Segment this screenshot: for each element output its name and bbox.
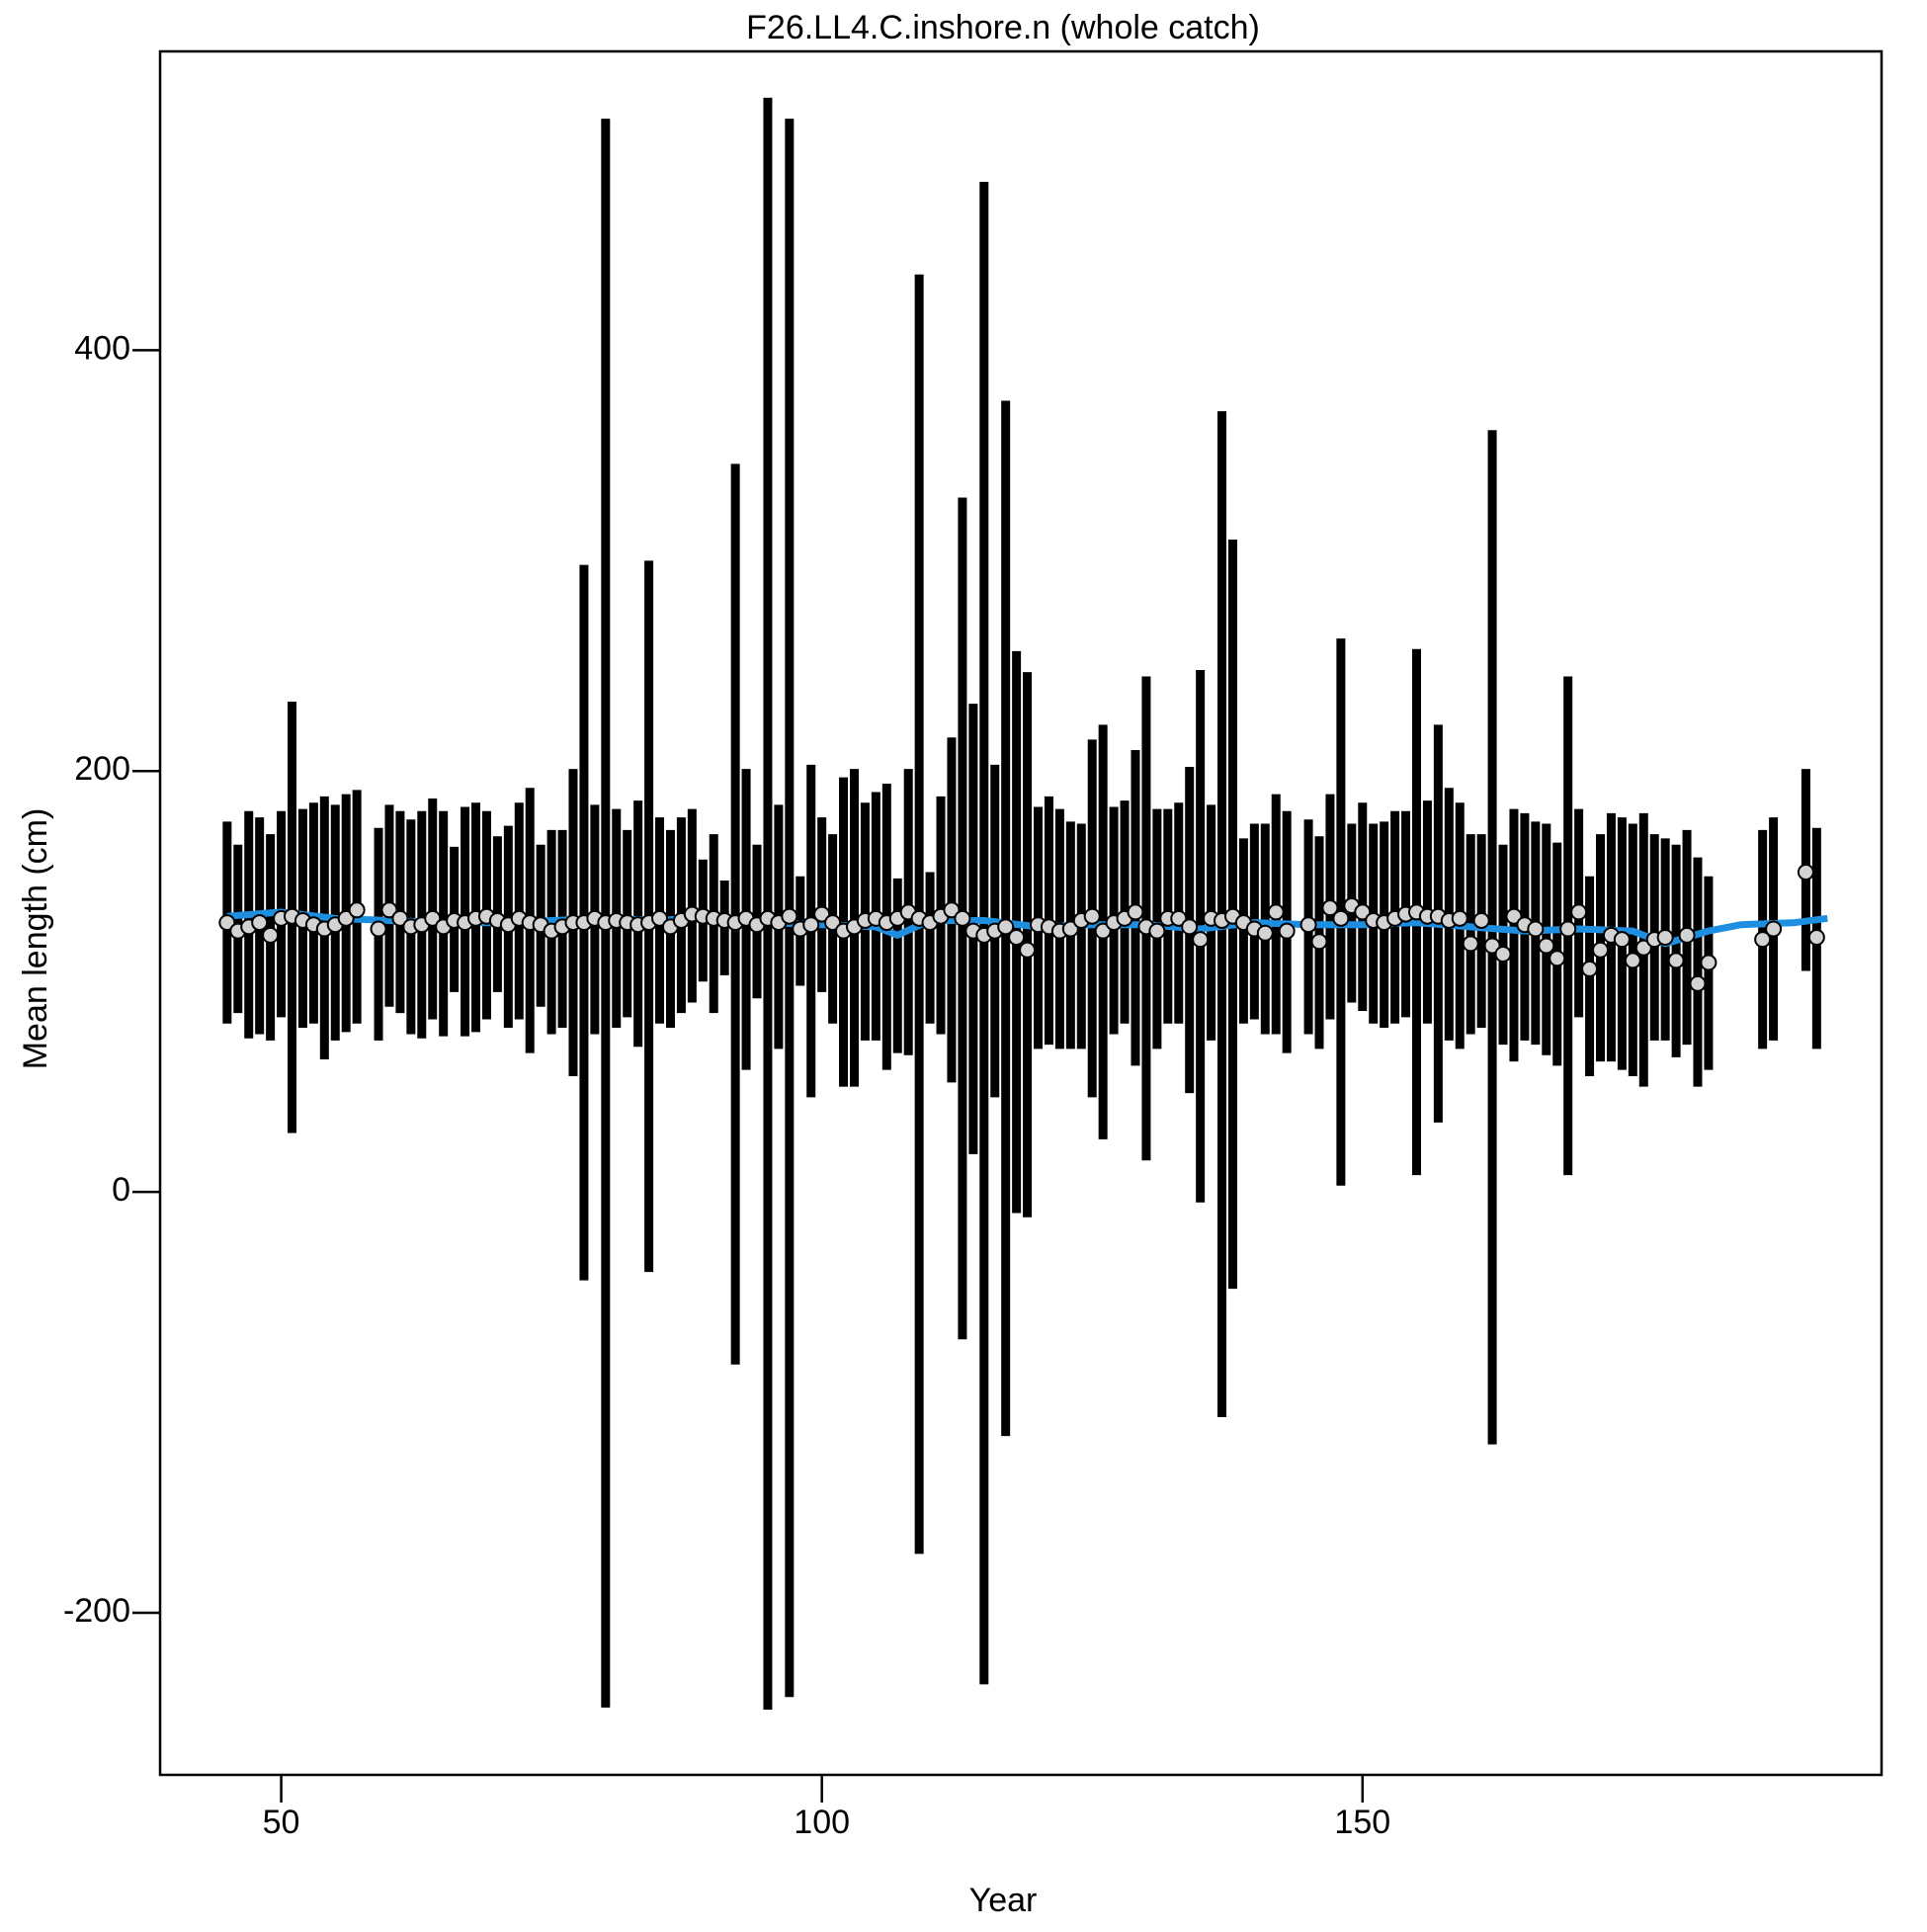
mean-point [824,914,842,932]
mean-point [1354,903,1372,921]
mean-point [1581,960,1599,977]
mean-point [1807,928,1825,946]
mean-point [1570,903,1588,921]
mean-point [1592,941,1610,959]
x-tick-label: 100 [794,1804,850,1841]
mean-point [1494,946,1512,964]
plot-frame [158,49,1884,1777]
mean-point [651,909,669,927]
mean-point [1656,928,1674,946]
mean-point [1754,931,1772,949]
x-axis-label: Year [969,1882,1038,1919]
mean-point [1689,974,1707,992]
mean-point [348,901,366,919]
mean-point [1083,907,1101,925]
mean-point [1451,909,1468,927]
mean-point [1332,909,1350,927]
mean-point [1624,952,1641,969]
x-tick-label: 50 [263,1804,300,1841]
mean-point [1127,903,1144,921]
mean-point [1483,937,1501,955]
mean-point [997,918,1015,936]
mean-point [262,926,280,944]
y-axis-label: Mean length (cm) [17,808,54,1070]
mean-point [1667,952,1685,969]
mean-point [218,914,236,932]
mean-point [802,916,820,934]
mean-point [251,914,269,932]
mean-point [1094,922,1112,940]
mean-point [1299,916,1317,934]
mean-point [1549,950,1566,967]
mean-point [1765,920,1783,938]
mean-point [380,901,398,919]
mean-point [1170,909,1188,927]
mean-point [813,905,831,923]
mean-point [1613,931,1631,949]
mean-point [391,909,409,927]
mean-point [1700,954,1718,971]
mean-point [954,909,971,927]
mean-point [1019,941,1037,959]
mean-point [1462,935,1479,953]
mean-point [1472,911,1490,929]
mean-point [1061,920,1079,938]
mean-point [1559,920,1577,938]
mean-point [943,901,961,919]
mean-point [1678,926,1696,944]
y-tick-label: 200 [74,750,130,788]
mean-point [1192,931,1210,949]
mean-point [1267,903,1285,921]
x-tick-label: 150 [1334,1804,1390,1841]
y-tick-label: 400 [74,329,130,367]
mean-point [1310,933,1328,951]
mean-point [1321,899,1339,917]
mean-point [1527,920,1545,938]
mean-point [1148,922,1166,940]
mean-point [781,907,798,925]
y-tick-label: -200 [63,1592,130,1630]
mean-point [1797,863,1814,881]
mean-point [1181,918,1199,936]
mean-point [370,920,387,938]
mean-point [1256,924,1274,942]
mean-point [424,909,442,927]
mean-point [1505,907,1523,925]
mean-point [337,909,355,927]
y-tick-label: 0 [112,1171,130,1209]
chart-title: F26.LL4.C.inshore.n (whole catch) [746,9,1260,46]
mean-point [1278,922,1296,940]
mean-point [1634,939,1652,957]
mean-point [1008,928,1026,946]
mean-point [1538,937,1555,955]
